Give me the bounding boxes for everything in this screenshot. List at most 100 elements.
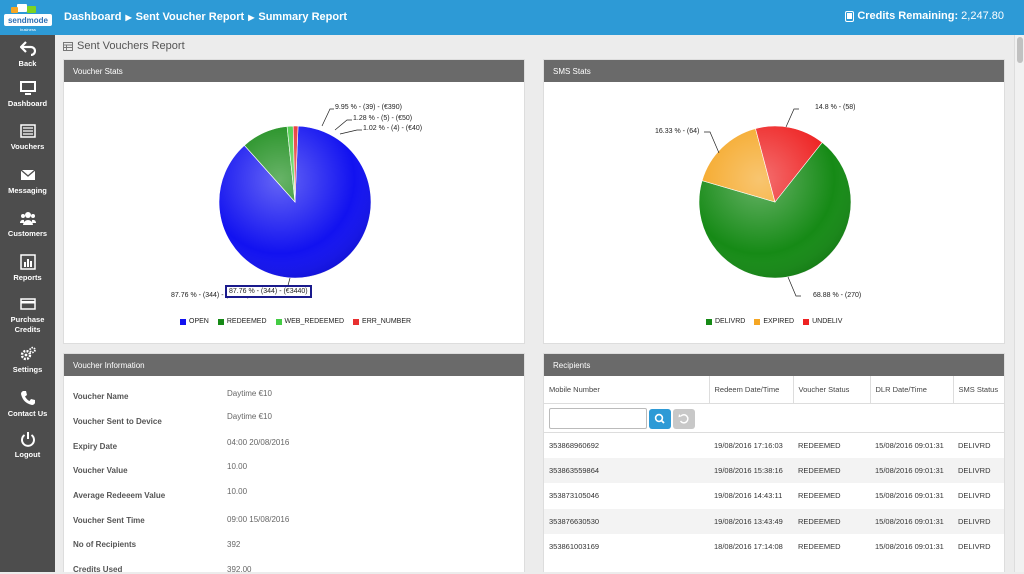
cell-mobile-number: 353868960692 <box>549 440 600 450</box>
cell-mobile-number: 353876630530 <box>544 508 709 534</box>
legend-item[interactable]: UNDELIV <box>803 318 842 325</box>
phone-icon <box>20 391 35 405</box>
table-row[interactable]: 353876630530 19/08/2016 13:43:49 REDEEMED 1… <box>544 508 1004 534</box>
sms-stats-header: SMS Stats <box>544 60 1004 82</box>
sidebar-item-customers[interactable]: Customers <box>0 210 55 239</box>
info-label: Voucher Value <box>73 466 128 475</box>
column-header-mobile-number[interactable]: Mobile Number <box>544 376 710 404</box>
column-header-redeem-date[interactable]: Redeem Date/Time <box>709 376 794 404</box>
breadcrumb-summary-report: Summary Report <box>258 11 348 23</box>
legend-item[interactable]: ERR_NUMBER <box>353 318 411 325</box>
pie-slice-label: 14.8 % - (58) <box>815 104 856 111</box>
sidebar-item-dashboard[interactable]: Dashboard <box>0 80 55 109</box>
legend-swatch <box>180 318 186 325</box>
pie-slice-label: 87.76 % - (344) - (€3440) <box>171 292 250 299</box>
pie-slice-label: 1.02 % - (4) - (€40) <box>363 125 423 132</box>
search-icon <box>654 413 665 424</box>
logo-subtext: business <box>20 27 36 32</box>
sidebar-item-reports[interactable]: Reports <box>0 254 55 283</box>
caret-right-icon: ▶ <box>248 12 255 22</box>
envelope-icon <box>20 169 35 180</box>
legend-swatch <box>706 318 712 325</box>
legend-item[interactable]: REDEEMED <box>217 318 267 325</box>
cell-mobile-number: 353873105046 <box>549 491 600 501</box>
bar-chart-icon <box>19 254 36 270</box>
top-bar: sendmode business Dashboard ▶ Sent Vouch… <box>0 0 1024 35</box>
cell-redeem-date: 18/08/2016 17:14:08 <box>714 542 783 552</box>
pie-tooltip: 87.76 % - (344) - (€3440) <box>225 285 312 298</box>
legend-item[interactable]: WEB_REDEEMED <box>275 318 344 325</box>
cell-sms-status: DELIVRD <box>958 542 991 552</box>
power-icon <box>20 432 35 447</box>
sidebar-item-contact-us[interactable]: Contact Us <box>0 390 55 419</box>
info-value: 09:00 15/08/2016 <box>227 515 290 524</box>
sidebar-item-back[interactable]: Back <box>0 40 55 69</box>
sms-stats-pie-chart <box>698 108 852 297</box>
list-icon <box>19 124 36 138</box>
table-row[interactable]: 353873105046 19/08/2016 14:43:11 REDEEMED 1… <box>544 483 1004 509</box>
vertical-scrollbar[interactable] <box>1014 35 1024 572</box>
credits-value: 2,247.80 <box>961 10 1004 22</box>
sidebar-item-label: Vouchers <box>10 142 45 151</box>
page-title-text: Sent Vouchers Report <box>77 40 185 52</box>
legend-swatch <box>353 318 360 325</box>
sidebar-item-messaging[interactable]: Messaging <box>0 167 55 196</box>
legend-item[interactable]: EXPIRED <box>754 318 794 325</box>
table-row[interactable]: 353863559864 19/08/2016 15:38:16 REDEEMED 1… <box>544 457 1004 483</box>
breadcrumb-sent-voucher-report[interactable]: Sent Voucher Report <box>135 11 245 23</box>
legend-label: ERR_NUMBER <box>362 318 412 325</box>
recipients-table: Mobile Number Redeem Date/Time Voucher S… <box>544 376 1004 560</box>
cell-dlr-date: 15/08/2016 09:01:31 <box>870 457 953 483</box>
search-button[interactable] <box>649 408 671 429</box>
cell-sms-status: DELIVRD <box>958 491 991 501</box>
table-icon <box>63 41 73 51</box>
cell-sms-status: DELIVRD <box>953 508 1004 534</box>
sidebar-item-label: Messaging <box>8 186 47 195</box>
info-value: 392.00 <box>227 565 252 574</box>
info-label: Voucher Name <box>73 392 129 401</box>
cell-redeem-date: 19/08/2016 17:16:03 <box>714 440 783 450</box>
sidebar-item-label: Customers <box>7 229 48 238</box>
sidebar-item-logout[interactable]: Logout <box>0 431 55 460</box>
breadcrumb-dashboard[interactable]: Dashboard <box>64 11 122 23</box>
legend-item[interactable]: OPEN <box>180 318 209 325</box>
pie-slice-label: 16.33 % - (64) <box>655 128 700 135</box>
back-arrow-icon <box>19 41 36 56</box>
sidebar-item-settings[interactable]: Settings <box>0 346 55 375</box>
column-header-sms-status[interactable]: SMS Status <box>953 376 1004 404</box>
search-input[interactable] <box>549 407 647 429</box>
voucher-stats-panel: Voucher Stats 9.95 % - (39) - (€390) 1.2… <box>63 59 525 344</box>
caret-right-icon: ▶ <box>125 12 132 22</box>
scrollbar-thumb[interactable] <box>1017 37 1023 63</box>
sendmode-logo[interactable]: sendmode business <box>3 3 53 33</box>
recipients-header: Recipients <box>544 354 1004 376</box>
users-icon <box>19 212 36 225</box>
sidebar-item-label: Reports <box>13 273 42 282</box>
cell-dlr-date: 15/08/2016 09:01:31 <box>875 491 944 501</box>
sidebar-item-label: Logout <box>14 450 41 459</box>
info-label: Expiry Date <box>73 442 118 451</box>
info-label: Credits Used <box>73 565 123 574</box>
page-title: Sent Vouchers Report <box>63 40 185 52</box>
refresh-icon <box>678 413 689 424</box>
sms-stats-legend: DELIVRD EXPIRED UNDELIV <box>706 318 842 325</box>
cell-voucher-status: REDEEMED <box>793 508 870 534</box>
info-label: Average Redeeem Value <box>73 491 166 500</box>
cell-redeem-date: 19/08/2016 13:43:49 <box>709 508 793 534</box>
table-row[interactable]: 353861003169 18/08/2016 17:14:08 REDEEMED 1… <box>544 534 1004 560</box>
cell-redeem-date: 19/08/2016 15:38:16 <box>709 457 793 483</box>
column-header-dlr-date[interactable]: DLR Date/Time <box>870 376 954 404</box>
cell-dlr-date: 15/08/2016 09:01:31 <box>875 542 944 552</box>
info-value: Daytime €10 <box>227 389 272 398</box>
legend-item[interactable]: DELIVRD <box>706 318 745 325</box>
sidebar-item-vouchers[interactable]: Vouchers <box>0 123 55 152</box>
table-header-row: Mobile Number Redeem Date/Time Voucher S… <box>544 376 1004 404</box>
reset-button[interactable] <box>673 408 695 429</box>
cell-dlr-date: 15/08/2016 09:01:31 <box>870 508 953 534</box>
info-value: 10.00 <box>227 487 248 496</box>
sms-stats-panel: SMS Stats 14.8 % - (58) 16.33 % - (64) 6… <box>543 59 1005 344</box>
sidebar-item-purchase-credits[interactable]: Purchase Credits <box>0 296 55 335</box>
table-row[interactable]: 353868960692 19/08/2016 17:16:03 REDEEMED 1… <box>544 432 1004 458</box>
logo-text: sendmode <box>8 16 49 25</box>
column-header-voucher-status[interactable]: Voucher Status <box>793 376 871 404</box>
